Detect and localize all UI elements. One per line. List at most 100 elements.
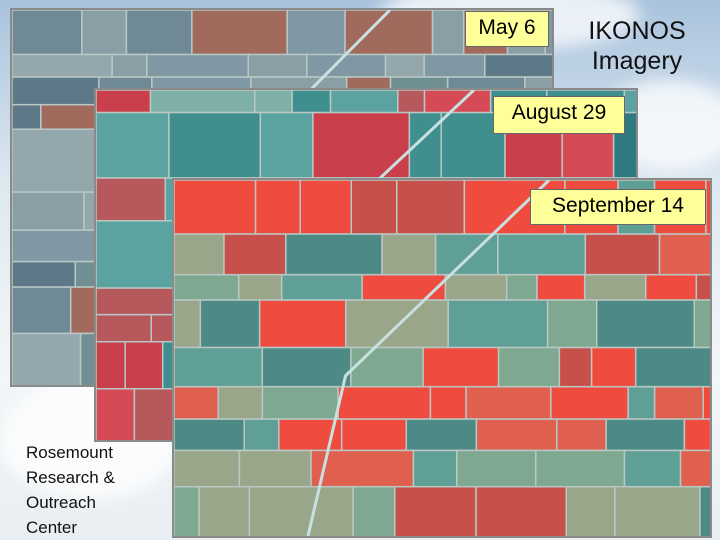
field	[350, 180, 398, 235]
field	[412, 449, 458, 488]
field	[505, 273, 538, 301]
field	[431, 10, 465, 56]
field	[645, 273, 698, 301]
field	[111, 53, 148, 78]
field	[12, 10, 83, 56]
field	[444, 273, 508, 301]
field	[254, 180, 301, 235]
field	[312, 111, 411, 179]
field	[352, 485, 396, 536]
field	[384, 53, 425, 78]
field	[12, 260, 76, 288]
field	[558, 346, 593, 388]
field	[174, 273, 240, 301]
field	[605, 418, 686, 452]
field	[381, 233, 437, 276]
field	[299, 180, 353, 235]
field	[12, 53, 113, 78]
field	[394, 485, 477, 536]
field	[96, 90, 152, 114]
field	[96, 388, 136, 440]
field	[96, 220, 186, 289]
field	[397, 90, 426, 114]
field	[475, 485, 568, 536]
field	[174, 180, 257, 235]
field	[423, 90, 492, 114]
field	[340, 418, 408, 452]
field	[306, 53, 387, 78]
field	[12, 191, 85, 231]
field	[653, 385, 704, 420]
field	[422, 346, 500, 388]
field	[174, 449, 241, 488]
field	[258, 299, 347, 349]
field	[198, 485, 251, 536]
field	[583, 273, 647, 301]
field	[596, 299, 695, 349]
field	[96, 287, 179, 316]
field	[81, 10, 128, 56]
field	[423, 53, 486, 78]
field	[590, 346, 637, 388]
field	[12, 286, 72, 335]
field	[546, 299, 598, 349]
field	[475, 418, 558, 452]
field	[447, 299, 549, 349]
field	[12, 103, 42, 130]
field	[261, 346, 352, 388]
field	[693, 299, 710, 349]
field	[534, 449, 626, 488]
field	[174, 485, 200, 536]
field	[497, 233, 587, 276]
field	[168, 111, 262, 179]
field	[174, 385, 219, 420]
field	[259, 111, 314, 179]
field	[329, 90, 399, 114]
field	[456, 449, 537, 488]
field	[683, 418, 710, 452]
field	[344, 10, 434, 56]
image-label: May 6	[465, 11, 549, 47]
field	[174, 233, 225, 276]
field	[237, 273, 283, 301]
slide-title: IKONOS Imagery	[588, 17, 686, 75]
field	[345, 299, 449, 349]
field	[238, 449, 312, 488]
field	[623, 90, 636, 114]
field	[149, 90, 256, 114]
field	[699, 485, 710, 536]
field	[497, 346, 561, 388]
field	[12, 229, 105, 263]
field	[361, 273, 447, 301]
image-canvas	[174, 180, 710, 536]
field	[124, 341, 164, 390]
field	[627, 385, 656, 420]
field	[484, 53, 552, 78]
field	[556, 418, 607, 452]
field	[125, 10, 193, 56]
field	[350, 346, 424, 388]
field	[96, 177, 167, 222]
field	[565, 485, 616, 536]
field	[337, 385, 432, 420]
field	[223, 233, 287, 276]
field	[12, 332, 82, 385]
field	[695, 273, 710, 301]
field	[396, 180, 466, 235]
field	[280, 273, 363, 301]
field	[12, 76, 100, 106]
field	[705, 180, 710, 235]
field	[217, 385, 264, 420]
field	[429, 385, 467, 420]
field	[174, 299, 202, 349]
road	[306, 180, 551, 536]
field	[174, 418, 245, 452]
field	[254, 90, 293, 114]
field	[96, 341, 126, 390]
field	[199, 299, 261, 349]
field	[658, 233, 710, 276]
field	[614, 485, 701, 536]
field	[623, 449, 682, 488]
field	[96, 111, 170, 179]
